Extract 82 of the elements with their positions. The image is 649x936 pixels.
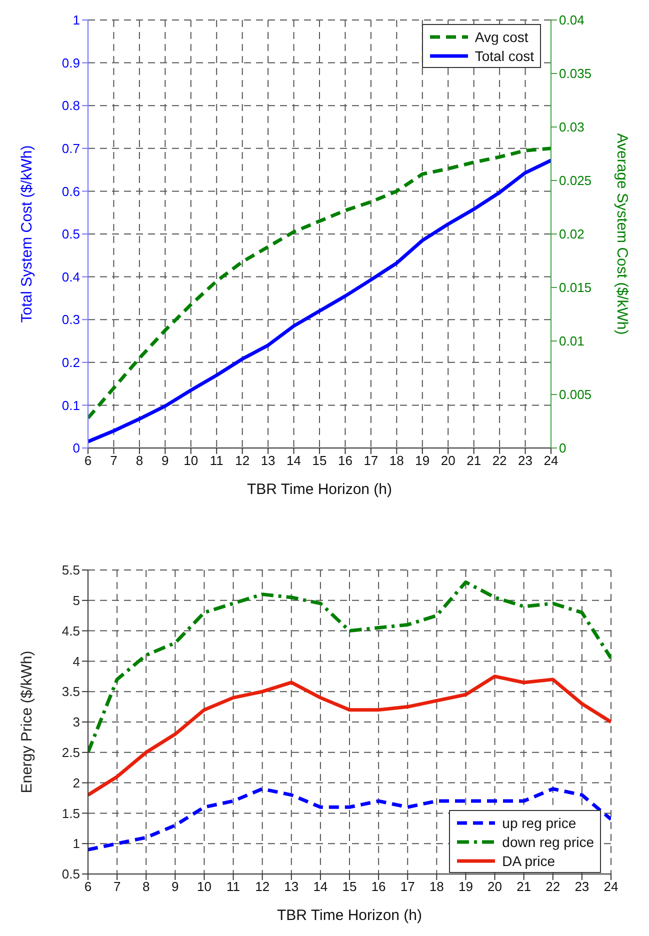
y-tick-label: 0.2 — [62, 355, 80, 370]
x-tick-label: 24 — [544, 453, 558, 468]
legend-label: up reg price — [502, 814, 576, 830]
x-tick-label: 17 — [400, 879, 415, 894]
y-tick-label: 0.3 — [62, 312, 80, 328]
y-tick-label: 0 — [72, 440, 80, 456]
y-tick-label: 0.5 — [62, 226, 80, 242]
x-tick-label: 12 — [235, 453, 250, 468]
y2-tick-label: 0.04 — [559, 12, 584, 28]
x-tick-label: 23 — [518, 453, 533, 468]
x-tick-label: 15 — [312, 453, 327, 468]
x-tick-label: 19 — [458, 879, 473, 894]
x-tick-label: 23 — [574, 879, 590, 894]
x-axis-title: TBR Time Horizon (h) — [246, 481, 392, 498]
x-tick-label: 19 — [415, 453, 430, 468]
x-tick-label: 11 — [226, 879, 240, 894]
x-tick-label: 11 — [210, 453, 224, 468]
x-tick-label: 14 — [286, 453, 302, 468]
x-tick-label: 20 — [488, 879, 502, 894]
y-tick-label: 5.5 — [62, 562, 80, 578]
x-tick-label: 12 — [255, 879, 270, 894]
x-tick-label: 16 — [371, 879, 386, 894]
y-tick-label: 0.9 — [62, 55, 80, 70]
y-axis-title: Energy Price ($/kWh) — [18, 650, 36, 794]
x-tick-label: 9 — [162, 453, 169, 468]
x-tick-label: 22 — [546, 879, 560, 894]
x-tick-label: 10 — [184, 453, 198, 468]
y2-tick-label: 0.005 — [559, 387, 592, 402]
legend-label: Avg cost — [474, 28, 528, 44]
x-tick-label: 18 — [429, 879, 444, 894]
y-tick-label: 0.7 — [62, 141, 80, 156]
y-tick-label: 1 — [72, 12, 80, 28]
x-tick-label: 6 — [84, 879, 92, 894]
y2-tick-label: 0.025 — [559, 173, 592, 188]
x-tick-label: 13 — [260, 453, 276, 468]
x-tick-label: 14 — [313, 879, 328, 894]
y-tick-label: 0.5 — [62, 866, 80, 882]
y2-axis-title: Average System Cost ($/kWh) — [614, 133, 631, 335]
y-tick-label: 0.8 — [62, 98, 80, 114]
legend-label: DA price — [502, 852, 556, 868]
x-tick-label: 16 — [338, 453, 352, 468]
x-tick-label: 20 — [440, 453, 456, 468]
y-tick-label: 4 — [72, 654, 80, 669]
x-tick-label: 24 — [604, 879, 618, 894]
y-axis-title: Total System Cost ($/kWh) — [18, 145, 36, 323]
y-tick-label: 0.4 — [62, 269, 80, 284]
legend-label: down reg price — [502, 834, 594, 850]
x-axis-title: TBR Time Horizon (h) — [276, 907, 422, 924]
x-tick-label: 21 — [466, 453, 482, 468]
line-series — [88, 787, 611, 852]
x-tick-label: 8 — [142, 879, 150, 894]
y2-tick-label: 0.015 — [559, 280, 592, 296]
y2-tick-label: 0 — [559, 440, 566, 456]
x-tick-label: 17 — [364, 453, 378, 468]
y-tick-label: 4.5 — [62, 623, 80, 638]
x-tick-label: 6 — [84, 453, 92, 468]
x-tick-label: 13 — [284, 879, 299, 894]
x-tick-label: 9 — [172, 879, 179, 894]
y2-tick-label: 0.035 — [559, 66, 592, 82]
y-tick-label: 5 — [72, 593, 80, 608]
x-tick-label: 18 — [389, 453, 404, 468]
legend-label: Total cost — [474, 48, 534, 64]
y-tick-label: 1.5 — [62, 806, 80, 821]
y2-tick-label: 0.01 — [559, 334, 584, 349]
x-tick-label: 8 — [136, 453, 144, 468]
x-tick-label: 21 — [516, 879, 532, 894]
y-tick-label: 0.6 — [62, 184, 80, 199]
x-tick-label: 22 — [492, 453, 507, 468]
x-tick-label: 15 — [342, 879, 357, 894]
x-tick-label: 10 — [196, 879, 212, 894]
y-tick-label: 3.5 — [62, 684, 80, 700]
y-tick-label: 2 — [72, 775, 80, 790]
y-tick-label: 2.5 — [62, 745, 80, 760]
x-tick-label: 7 — [110, 453, 118, 468]
y-tick-label: 3 — [72, 714, 80, 730]
y-tick-label: 0.1 — [62, 398, 80, 413]
y2-tick-label: 0.02 — [559, 226, 584, 242]
y-tick-label: 1 — [72, 836, 80, 852]
y2-tick-label: 0.03 — [559, 120, 584, 135]
line-series — [88, 674, 611, 797]
line-series — [88, 580, 611, 754]
x-tick-label: 7 — [113, 879, 121, 894]
